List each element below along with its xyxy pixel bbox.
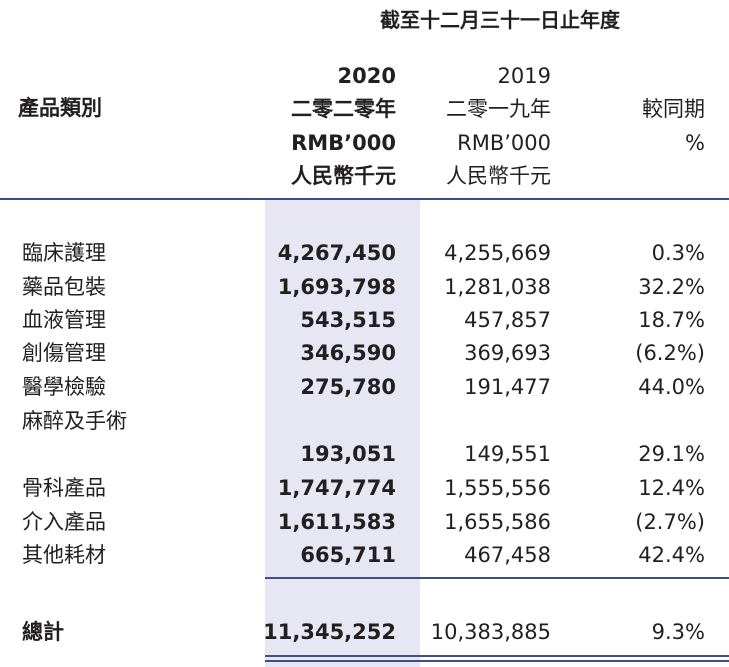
row-value-2020: 543,515 — [300, 308, 396, 332]
row-label: 骨科產品 — [22, 476, 106, 500]
row-value-2020: 4,267,450 — [277, 241, 396, 265]
row-label: 創傷管理 — [22, 341, 106, 365]
col-2020-unit-cn: 人民幣千元 — [291, 164, 396, 188]
highlight-column-2020 — [265, 200, 420, 667]
row-label: 介入產品 — [22, 510, 106, 534]
col-2019-year: 2019 — [497, 64, 551, 88]
row-value-2019: 467,458 — [464, 543, 551, 567]
row-value-2019: 4,255,669 — [444, 241, 551, 265]
total-divider — [265, 577, 729, 579]
row-value-2020: 275,780 — [300, 375, 396, 399]
row-value-2019: 1,281,038 — [444, 275, 551, 299]
col-2019-unit-cn: 人民幣千元 — [446, 164, 551, 188]
category-column-header: 產品類別 — [18, 96, 102, 120]
row-value-2019: 1,655,586 — [444, 510, 551, 534]
row-label: 藥品包裝 — [22, 275, 106, 299]
col-yoy-header: 較同期 — [642, 97, 705, 121]
row-yoy: 12.4% — [638, 476, 705, 500]
row-value-2019: 149,551 — [464, 442, 551, 466]
row-yoy: 0.3% — [651, 241, 705, 265]
bottom-rule-1 — [265, 655, 729, 657]
row-label: 其他耗材 — [22, 543, 106, 567]
row-value-2019: 1,555,556 — [444, 476, 551, 500]
row-value-2020: 346,590 — [300, 341, 396, 365]
col-2019-unit: RMB’000 — [457, 131, 551, 155]
row-label: 醫學檢驗 — [22, 375, 106, 399]
col-2020-year-cn: 二零二零年 — [291, 97, 396, 121]
row-label: 臨床護理 — [22, 241, 106, 265]
row-yoy: 18.7% — [638, 308, 705, 332]
row-yoy: (6.2%) — [635, 341, 705, 365]
row-value-2020: 1,693,798 — [277, 275, 396, 299]
total-label: 總計 — [22, 620, 64, 644]
bottom-rule-2 — [265, 660, 729, 662]
row-value-2019: 191,477 — [464, 375, 551, 399]
row-value-2019: 457,857 — [464, 308, 551, 332]
row-yoy: 42.4% — [638, 543, 705, 567]
row-value-2020: 1,611,583 — [277, 510, 396, 534]
col-2019-year-cn: 二零一九年 — [446, 97, 551, 121]
col-2020-unit: RMB’000 — [291, 131, 396, 155]
row-label: 麻醉及手術 — [22, 409, 127, 433]
header-divider — [0, 198, 729, 200]
col-2020-year: 2020 — [337, 64, 396, 88]
row-yoy: 29.1% — [638, 442, 705, 466]
row-yoy: 44.0% — [638, 375, 705, 399]
total-yoy: 9.3% — [651, 620, 705, 644]
row-value-2019: 369,693 — [464, 341, 551, 365]
row-value-2020: 665,711 — [300, 543, 396, 567]
row-label: 血液管理 — [22, 308, 106, 332]
col-yoy-unit: % — [685, 131, 705, 155]
row-yoy: (2.7%) — [635, 510, 705, 534]
total-2019: 10,383,885 — [430, 620, 551, 644]
row-value-2020: 193,051 — [300, 442, 396, 466]
period-heading: 截至十二月三十一日止年度 — [380, 8, 620, 32]
total-2020: 11,345,252 — [263, 620, 396, 644]
row-value-2020: 1,747,774 — [277, 476, 396, 500]
row-yoy: 32.2% — [638, 275, 705, 299]
